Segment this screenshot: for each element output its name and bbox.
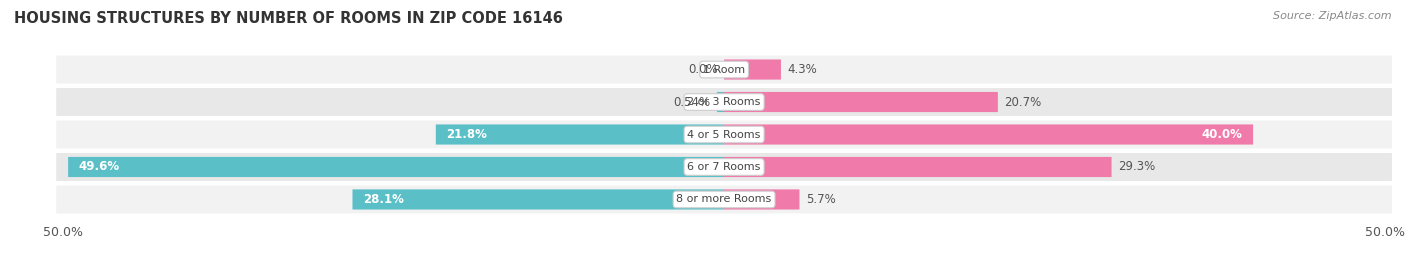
FancyBboxPatch shape [56, 153, 1392, 181]
FancyBboxPatch shape [724, 157, 1112, 177]
Text: 28.1%: 28.1% [363, 193, 404, 206]
FancyBboxPatch shape [717, 92, 724, 112]
FancyBboxPatch shape [56, 56, 1392, 83]
Text: 8 or more Rooms: 8 or more Rooms [676, 194, 772, 204]
Text: 40.0%: 40.0% [1202, 128, 1243, 141]
Text: 6 or 7 Rooms: 6 or 7 Rooms [688, 162, 761, 172]
FancyBboxPatch shape [56, 121, 1392, 148]
FancyBboxPatch shape [56, 88, 1392, 116]
Text: 1 Room: 1 Room [703, 65, 745, 75]
Text: 20.7%: 20.7% [1004, 95, 1042, 108]
Text: 5.7%: 5.7% [806, 193, 835, 206]
Text: 4 or 5 Rooms: 4 or 5 Rooms [688, 129, 761, 140]
FancyBboxPatch shape [436, 125, 724, 144]
Text: 0.54%: 0.54% [673, 95, 710, 108]
FancyBboxPatch shape [724, 92, 998, 112]
FancyBboxPatch shape [56, 186, 1392, 213]
Text: 0.0%: 0.0% [688, 63, 717, 76]
Text: 4.3%: 4.3% [787, 63, 817, 76]
Text: Source: ZipAtlas.com: Source: ZipAtlas.com [1274, 11, 1392, 21]
Text: 21.8%: 21.8% [446, 128, 488, 141]
Text: 2 or 3 Rooms: 2 or 3 Rooms [688, 97, 761, 107]
Text: 49.6%: 49.6% [79, 161, 120, 174]
FancyBboxPatch shape [724, 59, 780, 80]
FancyBboxPatch shape [67, 157, 724, 177]
FancyBboxPatch shape [724, 125, 1253, 144]
Text: HOUSING STRUCTURES BY NUMBER OF ROOMS IN ZIP CODE 16146: HOUSING STRUCTURES BY NUMBER OF ROOMS IN… [14, 11, 562, 26]
Text: 29.3%: 29.3% [1118, 161, 1156, 174]
FancyBboxPatch shape [353, 189, 724, 210]
FancyBboxPatch shape [724, 189, 800, 210]
